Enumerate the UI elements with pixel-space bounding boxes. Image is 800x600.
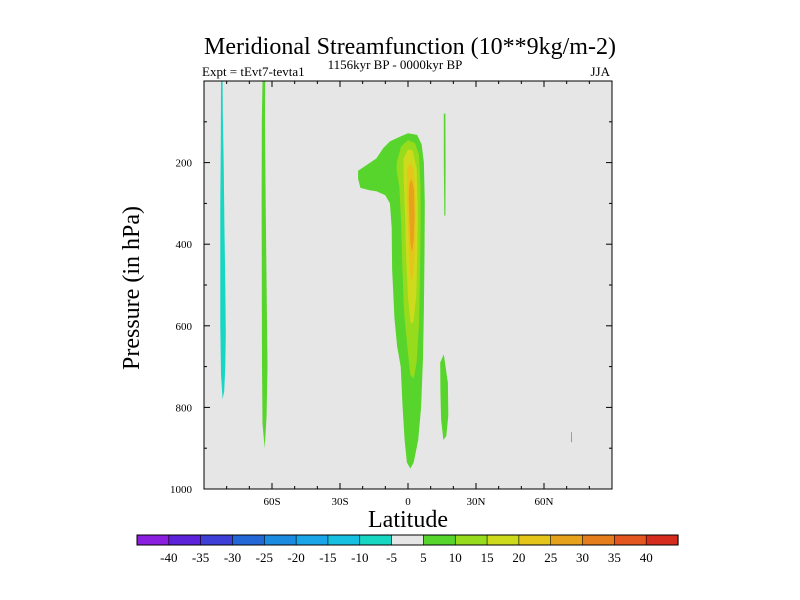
colorbar-label: 10 bbox=[449, 550, 462, 565]
colorbar-swatch-9 bbox=[423, 534, 456, 546]
y-axis-ticks: 200 400 600 800 1000 bbox=[170, 121, 612, 496]
colorbar-swatch-1 bbox=[168, 534, 202, 546]
colorbar bbox=[136, 534, 679, 546]
colorbar-label: 15 bbox=[481, 550, 494, 565]
colorbar-label: 40 bbox=[640, 550, 653, 565]
y-tick-label: 600 bbox=[176, 321, 193, 333]
colorbar-swatch-13 bbox=[550, 534, 584, 546]
x-tick-label: 30N bbox=[467, 496, 486, 508]
colorbar-swatch-11 bbox=[486, 534, 520, 546]
colorbar-swatch-3 bbox=[232, 534, 265, 546]
colorbar-label: -40 bbox=[160, 550, 177, 565]
contour-region-7 bbox=[443, 113, 446, 216]
colorbar-label: 5 bbox=[420, 550, 427, 565]
colorbar-swatch-0 bbox=[136, 534, 170, 546]
colorbar-label: -25 bbox=[256, 550, 273, 565]
colorbar-swatch-6 bbox=[327, 534, 361, 546]
colorbar-label: 35 bbox=[608, 550, 621, 565]
experiment-label: Expt = tEvt7-tevta1 bbox=[202, 64, 305, 79]
colorbar-label: -15 bbox=[319, 550, 336, 565]
colorbar-labels: -40 -35 -30 -25 -20 -15 -10 -5 5 10 15 20 25 30 35 40 bbox=[160, 550, 653, 565]
y-tick-label: 800 bbox=[176, 402, 193, 414]
x-tick-label: 0 bbox=[405, 496, 411, 508]
colorbar-swatch-16 bbox=[645, 534, 679, 546]
colorbar-swatch-15 bbox=[614, 534, 647, 546]
contour-region-9 bbox=[571, 431, 573, 443]
colorbar-swatch-7 bbox=[359, 534, 393, 546]
y-tick-label: 400 bbox=[176, 239, 193, 251]
chart-title: Meridional Streamfunction (10**9kg/m-2) bbox=[204, 34, 616, 60]
colorbar-swatch-12 bbox=[518, 534, 552, 546]
colorbar-label: -10 bbox=[351, 550, 368, 565]
colorbar-label: -5 bbox=[386, 550, 397, 565]
colorbar-swatch-4 bbox=[263, 534, 297, 546]
y-axis-label: Pressure (in hPa) bbox=[119, 206, 145, 370]
contour-layer bbox=[220, 81, 573, 469]
colorbar-swatch-10 bbox=[454, 534, 488, 546]
colorbar-label: 20 bbox=[512, 550, 525, 565]
colorbar-label: -30 bbox=[224, 550, 241, 565]
colorbar-swatch-8 bbox=[391, 534, 425, 546]
colorbar-label: 25 bbox=[544, 550, 557, 565]
x-tick-label: 60S bbox=[263, 496, 280, 508]
colorbar-frame bbox=[136, 534, 679, 546]
colorbar-label: -20 bbox=[287, 550, 304, 565]
chart-subtitle: 1156kyr BP - 0000kyr BP bbox=[328, 57, 463, 72]
contour-region-8 bbox=[440, 354, 449, 440]
contour-region-1 bbox=[261, 81, 268, 449]
colorbar-label: 30 bbox=[576, 550, 589, 565]
x-tick-label: 60N bbox=[535, 496, 554, 508]
colorbar-label: -35 bbox=[192, 550, 209, 565]
colorbar-swatch-14 bbox=[582, 534, 615, 546]
x-tick-label: 30S bbox=[331, 496, 348, 508]
season-label: JJA bbox=[590, 64, 610, 79]
x-axis-label: Latitude bbox=[368, 507, 448, 533]
x-axis-ticks: 60S 30S 0 30N 60N bbox=[226, 81, 590, 508]
colorbar-swatch-5 bbox=[295, 534, 329, 546]
contour-region-0 bbox=[220, 81, 226, 400]
y-tick-label: 200 bbox=[176, 158, 193, 170]
y-tick-label: 1000 bbox=[170, 484, 193, 496]
colorbar-swatch-2 bbox=[200, 534, 234, 546]
contour-region-6 bbox=[408, 178, 415, 253]
